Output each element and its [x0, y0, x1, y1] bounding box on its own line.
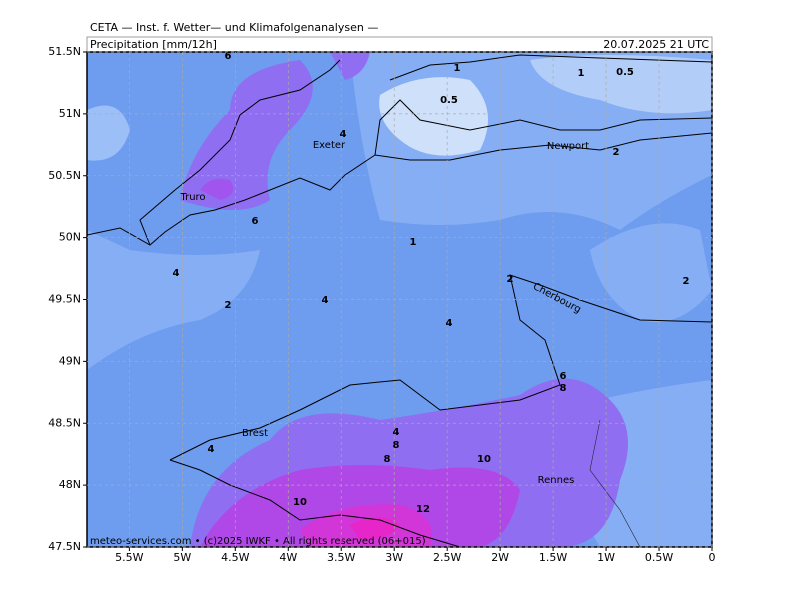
lat-tick-label: 51N — [59, 107, 81, 120]
place-label: Exeter — [313, 140, 346, 151]
lon-tick-label: 4.5W — [221, 551, 249, 564]
contour-label: 4 — [208, 444, 215, 455]
lon-tick-label: 5W — [173, 551, 191, 564]
contour-label: 2 — [683, 276, 690, 287]
contour-label: 4 — [446, 318, 453, 329]
contour-label: 12 — [416, 504, 430, 515]
lon-tick-label: 5.5W — [115, 551, 143, 564]
contour-label: 2 — [507, 274, 514, 285]
contour-label: 2 — [613, 147, 620, 158]
lon-tick-label: 0 — [709, 551, 716, 564]
contour-label: 4 — [393, 427, 400, 438]
place-label: Brest — [242, 428, 268, 439]
contour-label: 0.5 — [440, 95, 458, 106]
lat-tick-label: 47.5N — [48, 540, 81, 553]
footer-credit: meteo-services.com • (c)2025 IWKF • All … — [90, 536, 426, 547]
contour-label: 6 — [560, 371, 567, 382]
contour-label: 8 — [384, 454, 391, 465]
lon-tick-label: 1W — [597, 551, 615, 564]
variable-title: Precipitation [mm/12h] — [90, 38, 217, 51]
lat-tick-label: 48N — [59, 478, 81, 491]
contour-label: 4 — [173, 268, 180, 279]
contour-label: 6 — [225, 51, 232, 62]
lat-tick-label: 50N — [59, 231, 81, 244]
lat-tick-label: 49.5N — [48, 293, 81, 306]
contour-label: 1 — [410, 237, 417, 248]
contour-label: 8 — [560, 383, 567, 394]
contour-label: 4 — [322, 295, 329, 306]
contour-label: 0.5 — [616, 67, 634, 78]
contour-label: 10 — [477, 454, 491, 465]
contour-label: 2 — [225, 300, 232, 311]
lon-tick-label: 2.5W — [433, 551, 461, 564]
contour-label: 1 — [578, 68, 585, 79]
lat-tick-label: 50.5N — [48, 169, 81, 182]
lon-tick-label: 1.5W — [539, 551, 567, 564]
lon-tick-label: 4W — [279, 551, 297, 564]
contour-label: 1 — [454, 63, 461, 74]
header-source: CETA — Inst. f. Wetter— und Klimafolgena… — [90, 21, 378, 34]
place-label: Newport — [547, 141, 589, 152]
lon-tick-label: 0.5W — [645, 551, 673, 564]
lat-tick-label: 48.5N — [48, 416, 81, 429]
place-label: Truro — [179, 192, 205, 203]
place-label: Rennes — [538, 475, 575, 486]
contour-label: 6 — [252, 216, 259, 227]
lat-tick-label: 49N — [59, 354, 81, 367]
contour-label: 4 — [340, 129, 347, 140]
lon-tick-label: 3W — [385, 551, 403, 564]
lon-tick-label: 2W — [491, 551, 509, 564]
lat-tick-label: 51.5N — [48, 45, 81, 58]
valid-time: 20.07.2025 21 UTC — [603, 38, 709, 51]
contour-label: 8 — [393, 440, 400, 451]
coastlines — [87, 54, 712, 547]
lon-tick-label: 3.5W — [327, 551, 355, 564]
contour-label: 10 — [293, 497, 307, 508]
